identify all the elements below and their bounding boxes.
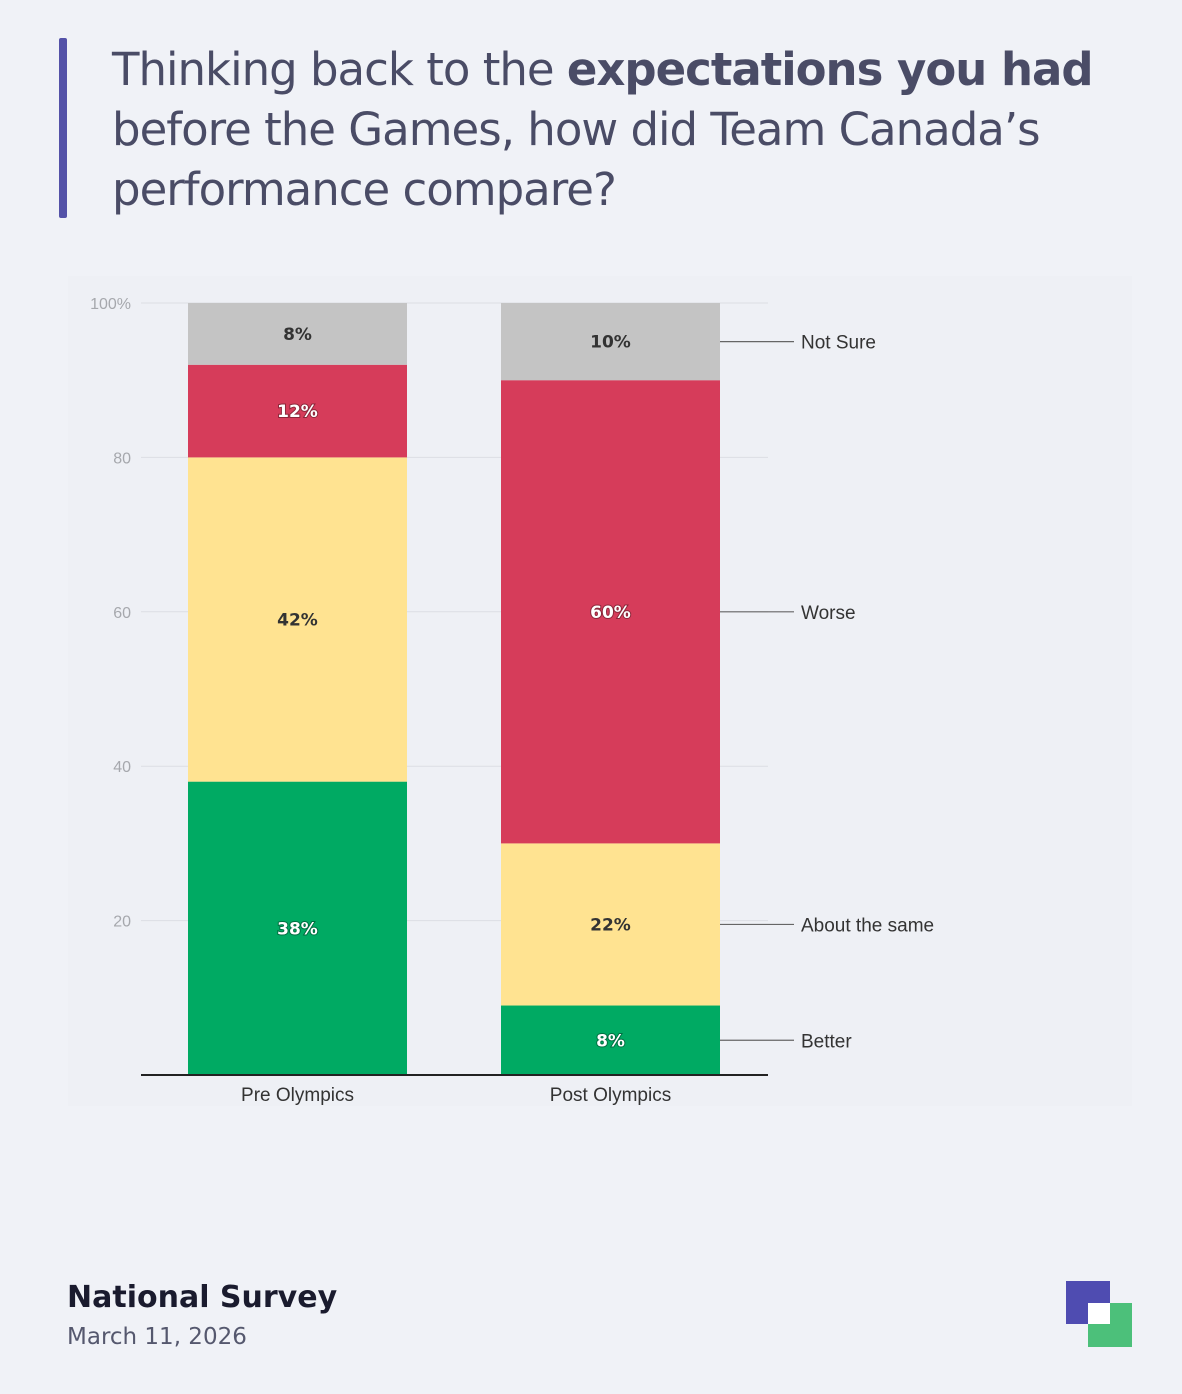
title-accent-bar bbox=[59, 38, 67, 218]
y-tick-label: 40 bbox=[113, 759, 131, 776]
bar-segment-post-olympics-worse bbox=[501, 380, 720, 844]
footer-date: March 11, 2026 bbox=[67, 1324, 247, 1350]
x-tick-label: Post Olympics bbox=[550, 1085, 671, 1106]
legend-label-better: Better bbox=[801, 1031, 852, 1052]
bar-segment-post-olympics-about-the-same bbox=[501, 843, 720, 1006]
legend-label-about-the-same: About the same bbox=[801, 915, 934, 936]
y-tick-label: 20 bbox=[113, 914, 131, 931]
data-label: 12% bbox=[277, 402, 318, 422]
data-label: 8% bbox=[596, 1031, 625, 1051]
data-label: 38% bbox=[277, 919, 318, 939]
y-tick-label: 100% bbox=[90, 296, 131, 313]
y-tick-label: 80 bbox=[113, 450, 131, 467]
data-label: 42% bbox=[277, 611, 318, 631]
data-label: 10% bbox=[590, 333, 631, 353]
data-label: 8% bbox=[283, 325, 312, 345]
bar-segment-pre-olympics-better bbox=[188, 781, 407, 1075]
legend-label-not-sure: Not Sure bbox=[801, 333, 876, 354]
bar-segment-pre-olympics-about-the-same bbox=[188, 457, 407, 782]
legend-label-worse: Worse bbox=[801, 603, 856, 624]
page-title: Thinking back to the expectations you ha… bbox=[112, 43, 1094, 216]
footer-title: National Survey bbox=[67, 1280, 338, 1315]
brand-logo bbox=[1066, 1281, 1132, 1347]
bar-segment-post-olympics-better bbox=[501, 1005, 720, 1075]
bar-segment-pre-olympics-worse bbox=[188, 364, 407, 458]
bar-segment-post-olympics-not-sure bbox=[501, 303, 720, 381]
y-tick-label: 60 bbox=[113, 605, 131, 622]
data-label: 60% bbox=[590, 603, 631, 623]
x-tick-label: Pre Olympics bbox=[241, 1085, 354, 1106]
bar-segment-pre-olympics-not-sure bbox=[188, 303, 407, 365]
data-label: 22% bbox=[590, 915, 631, 935]
